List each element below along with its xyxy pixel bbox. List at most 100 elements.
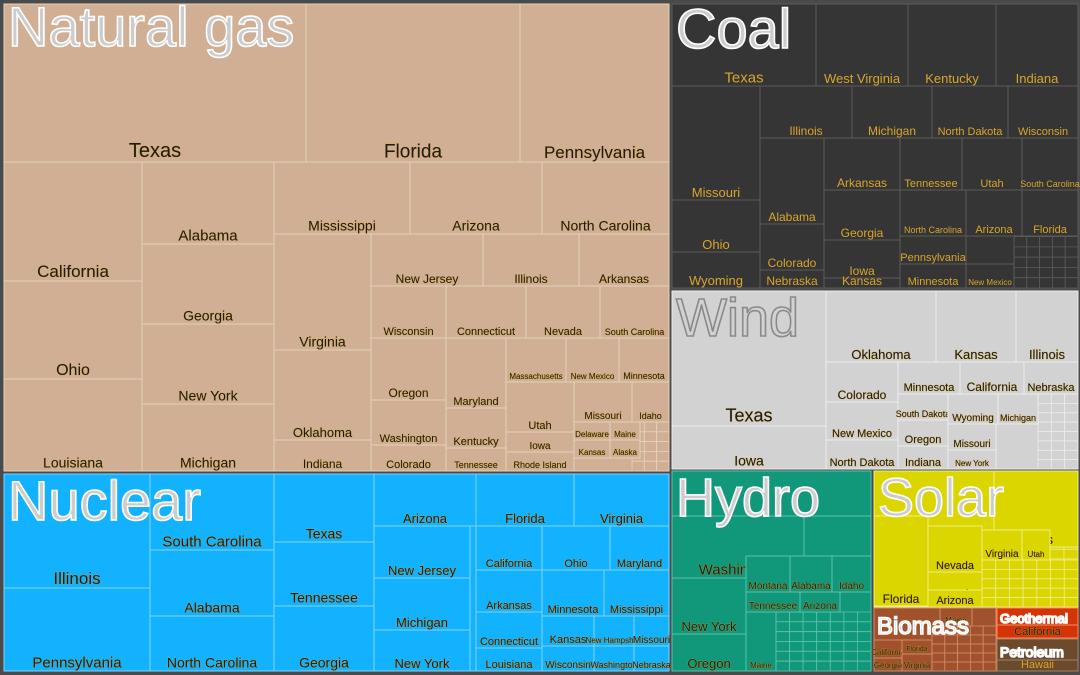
cell-coal-kansas[interactable]: Kansas — [823, 274, 901, 289]
cell-natural-gas-virginia[interactable]: Virginia — [273, 233, 372, 351]
cell-geothermal-california[interactable]: California — [996, 624, 1079, 639]
cell-wind-south-dakota[interactable]: South Dakota — [896, 393, 951, 421]
cell-natural-gas-new-york[interactable]: New York — [141, 323, 275, 405]
cell-solar-arizona[interactable]: Arizona — [927, 589, 983, 608]
cell-natural-gas-florida[interactable]: Florida — [305, 3, 521, 163]
cell-wind-iowa[interactable]: Iowa — [671, 425, 827, 470]
cell-nuclear-wisconsin[interactable]: Wisconsin — [541, 645, 595, 672]
cell-solar-virginia[interactable]: Virginia — [981, 529, 1023, 561]
cell-coal-wisconsin[interactable]: Wisconsin — [1007, 85, 1079, 139]
cell-natural-gas-idaho[interactable]: Idaho — [631, 381, 670, 423]
cell-coal-nebraska[interactable]: Nebraska — [759, 269, 825, 289]
cell-petroleum-hawaii[interactable]: Hawaii — [996, 659, 1079, 672]
cell-natural-gas-alabama[interactable]: Alabama — [141, 161, 275, 245]
cell-coal-utah[interactable]: Utah — [961, 137, 1023, 191]
cell-hydro-arizona[interactable]: Arizona — [799, 591, 841, 613]
cell-natural-gas-massachusetts[interactable]: Massachusetts — [505, 337, 567, 383]
cell-coal-michigan[interactable]: Michigan — [851, 85, 933, 139]
cell-hydro-oregon[interactable]: Oregon — [671, 633, 747, 672]
cell-natural-gas-delaware[interactable]: Delaware — [573, 421, 611, 441]
cell-wind-california[interactable]: California — [959, 361, 1025, 395]
cell-natural-gas-new-jersey[interactable]: New Jersey — [370, 233, 484, 287]
cell-nuclear-virginia[interactable]: Virginia — [573, 473, 670, 527]
cell-wind-illinois[interactable]: Illinois — [1015, 290, 1079, 363]
cell-natural-gas-louisiana[interactable]: Louisiana — [3, 378, 143, 472]
cell-biomass-virginia[interactable]: Virginia — [901, 653, 933, 672]
cell-coal-indiana[interactable]: Indiana — [995, 3, 1079, 87]
cell-natural-gas-arizona[interactable]: Arizona — [409, 161, 543, 235]
cell-natural-gas-oklahoma[interactable]: Oklahoma — [273, 349, 372, 441]
cell-natural-gas-arkansas[interactable]: Arkansas — [578, 233, 670, 287]
cell-coal-kentucky[interactable]: Kentucky — [907, 3, 997, 87]
cell-coal-new-mexico[interactable]: New Mexico — [965, 263, 1015, 289]
cell-nuclear-maryland[interactable]: Maryland — [609, 525, 670, 571]
cell-coal-minnesota[interactable]: Minnesota — [899, 263, 967, 289]
cell-hydro-new-york[interactable]: New York — [671, 577, 747, 635]
cell-natural-gas-rhode-island[interactable]: Rhode Island — [505, 451, 575, 472]
cell-hydro-tennessee[interactable]: Tennessee — [745, 591, 801, 613]
cell-natural-gas-illinois[interactable]: Illinois — [482, 233, 580, 287]
cell-nuclear-nebraska[interactable]: Nebraska — [632, 645, 671, 672]
cell-coal-arizona[interactable]: Arizona — [965, 189, 1023, 237]
cell-natural-gas-texas[interactable]: Texas — [3, 3, 307, 163]
cell-wind-texas[interactable]: Texas — [671, 290, 827, 427]
cell-natural-gas-new-mexico[interactable]: New Mexico — [565, 337, 620, 383]
cell-natural-gas-georgia[interactable]: Georgia — [141, 243, 275, 325]
cell-coal-florida[interactable]: Florida — [1021, 189, 1079, 237]
cell-natural-gas-tennessee[interactable]: Tennessee — [445, 447, 507, 472]
cell-coal-alabama[interactable]: Alabama — [759, 137, 825, 225]
cell-wind-new-york[interactable]: New York — [947, 449, 997, 470]
cell-coal-south-carolina[interactable]: South Carolina — [1020, 137, 1080, 191]
cell-nuclear-new-york[interactable]: New York — [373, 629, 471, 672]
cell-natural-gas-michigan[interactable]: Michigan — [141, 403, 275, 472]
cell-wind-indiana[interactable]: Indiana — [897, 445, 949, 470]
cell-natural-gas-ohio[interactable]: Ohio — [3, 280, 143, 380]
cell-wind-missouri[interactable]: Missouri — [947, 423, 997, 451]
cell-nuclear-arizona[interactable]: Arizona — [373, 473, 477, 527]
cell-coal-tennessee[interactable]: Tennessee — [899, 137, 963, 191]
cell-coal-colorado[interactable]: Colorado — [759, 223, 825, 271]
cell-nuclear-washington[interactable]: Washington — [590, 645, 638, 672]
cell-coal-missouri[interactable]: Missouri — [671, 85, 761, 201]
cell-natural-gas-nevada[interactable]: Nevada — [525, 285, 601, 339]
cell-natural-gas-missouri[interactable]: Missouri — [573, 381, 633, 423]
cell-hydro-alabama[interactable]: Alabama — [789, 555, 833, 593]
cell-hydro-idaho[interactable]: Idaho — [831, 555, 872, 593]
cell-nuclear-georgia[interactable]: Georgia — [273, 605, 375, 672]
cell-nuclear-new-jersey[interactable]: New Jersey — [373, 525, 471, 579]
cell-wind-oklahoma[interactable]: Oklahoma — [825, 290, 937, 363]
cell-coal-iowa[interactable]: Iowa — [823, 239, 901, 279]
cell-coal-arkansas[interactable]: Arkansas — [823, 137, 901, 191]
cell-natural-gas-south-carolina[interactable]: South Carolina — [599, 285, 670, 339]
cell-natural-gas-minnesota[interactable]: Minnesota — [618, 337, 670, 383]
cell-nuclear-california[interactable]: California — [475, 525, 543, 571]
cell-wind-kansas[interactable]: Kansas — [935, 290, 1017, 363]
cell-nuclear-texas[interactable]: Texas — [273, 473, 375, 543]
cell-coal-illinois[interactable]: Illinois — [759, 85, 853, 139]
cell-coal-wyoming[interactable]: Wyoming — [671, 251, 761, 289]
cell-nuclear-north-carolina[interactable]: North Carolina — [149, 615, 275, 672]
cell-coal-georgia[interactable]: Georgia — [823, 189, 901, 241]
cell-nuclear-ohio[interactable]: Ohio — [541, 525, 611, 571]
cell-natural-gas-mississippi[interactable]: Mississippi — [273, 161, 411, 235]
cell-wind-minnesota[interactable]: Minnesota — [897, 361, 961, 395]
cell-nuclear-minnesota[interactable]: Minnesota — [541, 569, 605, 617]
cell-wind-new-mexico[interactable]: New Mexico — [825, 401, 899, 441]
cell-coal-north-carolina[interactable]: North Carolina — [899, 189, 967, 237]
cell-coal-pennsylvania[interactable]: Pennsylvania — [899, 235, 967, 265]
cell-wind-wyoming[interactable]: Wyoming — [947, 393, 999, 425]
cell-natural-gas-utah[interactable]: Utah — [505, 381, 575, 433]
cell-biomass-georgia[interactable]: Georgia — [873, 657, 903, 672]
cell-wind-nebraska[interactable]: Nebraska — [1023, 361, 1079, 395]
cell-wind-north-dakota[interactable]: North Dakota — [825, 439, 899, 470]
cell-nuclear-pennsylvania[interactable]: Pennsylvania — [3, 587, 151, 672]
cell-biomass-florida[interactable]: Florida — [901, 639, 933, 655]
cell-natural-gas-colorado[interactable]: Colorado — [370, 444, 447, 472]
cell-natural-gas-alaska[interactable]: Alaska — [609, 439, 641, 459]
cell-nuclear-florida[interactable]: Florida — [475, 473, 575, 527]
cell-coal-north-dakota[interactable]: North Dakota — [931, 85, 1009, 139]
cell-nuclear-arkansas[interactable]: Arkansas — [475, 569, 543, 613]
cell-nuclear-louisiana[interactable]: Louisiana — [475, 647, 543, 672]
cell-coal-west-virginia[interactable]: West Virginia — [815, 3, 909, 87]
cell-solar-nevada[interactable]: Nevada — [927, 525, 983, 573]
